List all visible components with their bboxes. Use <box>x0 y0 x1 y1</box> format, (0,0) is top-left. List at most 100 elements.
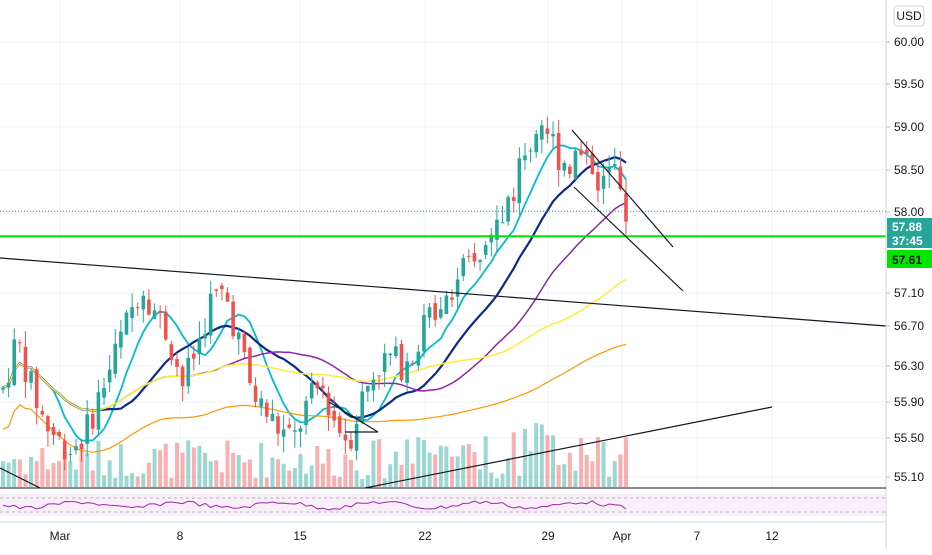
candle-body <box>6 382 11 388</box>
y-tick-label: 56.30 <box>894 359 924 373</box>
volume-bar <box>186 440 191 487</box>
volume-bar <box>12 459 17 487</box>
volume-bar <box>393 451 398 487</box>
volume-bar <box>573 470 578 487</box>
candle-body <box>96 392 101 430</box>
candle-body <box>1 387 5 390</box>
trendline[interactable] <box>0 257 887 327</box>
candle-body <box>366 385 370 392</box>
candle-body <box>79 443 84 450</box>
candle-body <box>214 289 219 291</box>
candle-body <box>601 175 606 189</box>
candle-body <box>12 339 17 386</box>
ma-orange-line <box>2 344 627 453</box>
candle-body <box>579 149 583 155</box>
y-tick-label: 55.50 <box>894 431 924 445</box>
candle-body <box>141 295 146 310</box>
volume-bar <box>590 461 595 487</box>
volume-bar <box>371 440 376 487</box>
volume-bar <box>292 467 297 487</box>
volume-bar <box>534 423 539 487</box>
support-price-label: 57.61 <box>892 253 922 267</box>
volume-bar <box>17 459 22 487</box>
volume-bar <box>253 477 258 487</box>
candle-body <box>236 332 241 340</box>
trendlines[interactable] <box>0 129 887 489</box>
volume-bar <box>191 447 196 487</box>
volume-bar <box>421 440 426 487</box>
candle-body <box>74 446 78 451</box>
volume-bar <box>73 469 78 487</box>
volume-bar <box>40 448 45 487</box>
volume-bar <box>309 465 314 487</box>
volume-bar <box>618 454 623 487</box>
y-tick-label: 59.00 <box>894 120 924 134</box>
candle-body <box>46 416 50 432</box>
volume-bar <box>135 476 140 487</box>
rsi-band <box>0 494 886 516</box>
y-tick-label: 59.50 <box>894 77 924 91</box>
candle-body <box>534 134 538 153</box>
last-price-badge <box>887 218 932 248</box>
volume-bar <box>180 452 185 487</box>
volume-bar <box>34 461 39 487</box>
currency-box[interactable] <box>893 5 925 27</box>
volume-bar <box>270 457 275 487</box>
volume-bar <box>556 465 561 487</box>
candle-body <box>175 359 179 367</box>
volume-bar <box>45 469 50 487</box>
candle-body <box>562 162 567 171</box>
volume-bar <box>607 476 612 487</box>
candle-body <box>612 164 617 166</box>
candle-body <box>517 158 522 204</box>
ma-navy-line <box>2 156 627 419</box>
volume-bar <box>405 439 410 487</box>
volume-bar <box>225 440 230 487</box>
volume-bar <box>427 452 432 487</box>
x-tick-label: 29 <box>541 529 555 543</box>
volume-bar <box>174 442 179 487</box>
x-tick-label: 12 <box>765 529 779 543</box>
volume-bar <box>348 459 353 487</box>
candle-body <box>264 402 269 417</box>
trendline[interactable] <box>571 129 674 248</box>
volume-bar <box>567 452 572 487</box>
candle-body <box>57 432 61 436</box>
grid <box>0 0 886 488</box>
trendline[interactable] <box>364 406 773 489</box>
volume-bar <box>68 461 73 487</box>
volume-bar <box>320 463 325 487</box>
candle-body <box>298 428 303 432</box>
volume-bar <box>399 464 404 487</box>
candle-body <box>545 128 550 135</box>
candle-body <box>248 347 252 384</box>
volume-bar <box>388 464 393 487</box>
volume-bar <box>562 464 567 487</box>
candle-body <box>511 197 516 201</box>
candle-body <box>461 257 466 277</box>
currency-label[interactable]: USD <box>896 9 922 23</box>
candle-body <box>467 255 471 257</box>
trendline[interactable] <box>328 401 379 433</box>
volume-bar <box>146 462 151 487</box>
volume-bar <box>438 445 443 487</box>
candle-body <box>321 385 325 389</box>
trendline[interactable] <box>573 186 684 292</box>
y-tick-label: 58.00 <box>894 205 924 219</box>
candle-body <box>433 303 437 320</box>
x-tick-label: 15 <box>293 529 307 543</box>
candle-body <box>444 295 449 315</box>
volume-bar <box>483 436 488 487</box>
volume-bar <box>382 478 387 487</box>
volume-bar <box>163 443 168 487</box>
y-tick-label: 56.70 <box>894 319 924 333</box>
candle-body <box>276 416 280 434</box>
volume-bar <box>197 445 202 487</box>
volume-bar <box>517 475 522 487</box>
trendline[interactable] <box>0 467 41 489</box>
volume-bar <box>158 450 163 487</box>
candles <box>1 116 628 471</box>
candle-body <box>523 155 527 161</box>
